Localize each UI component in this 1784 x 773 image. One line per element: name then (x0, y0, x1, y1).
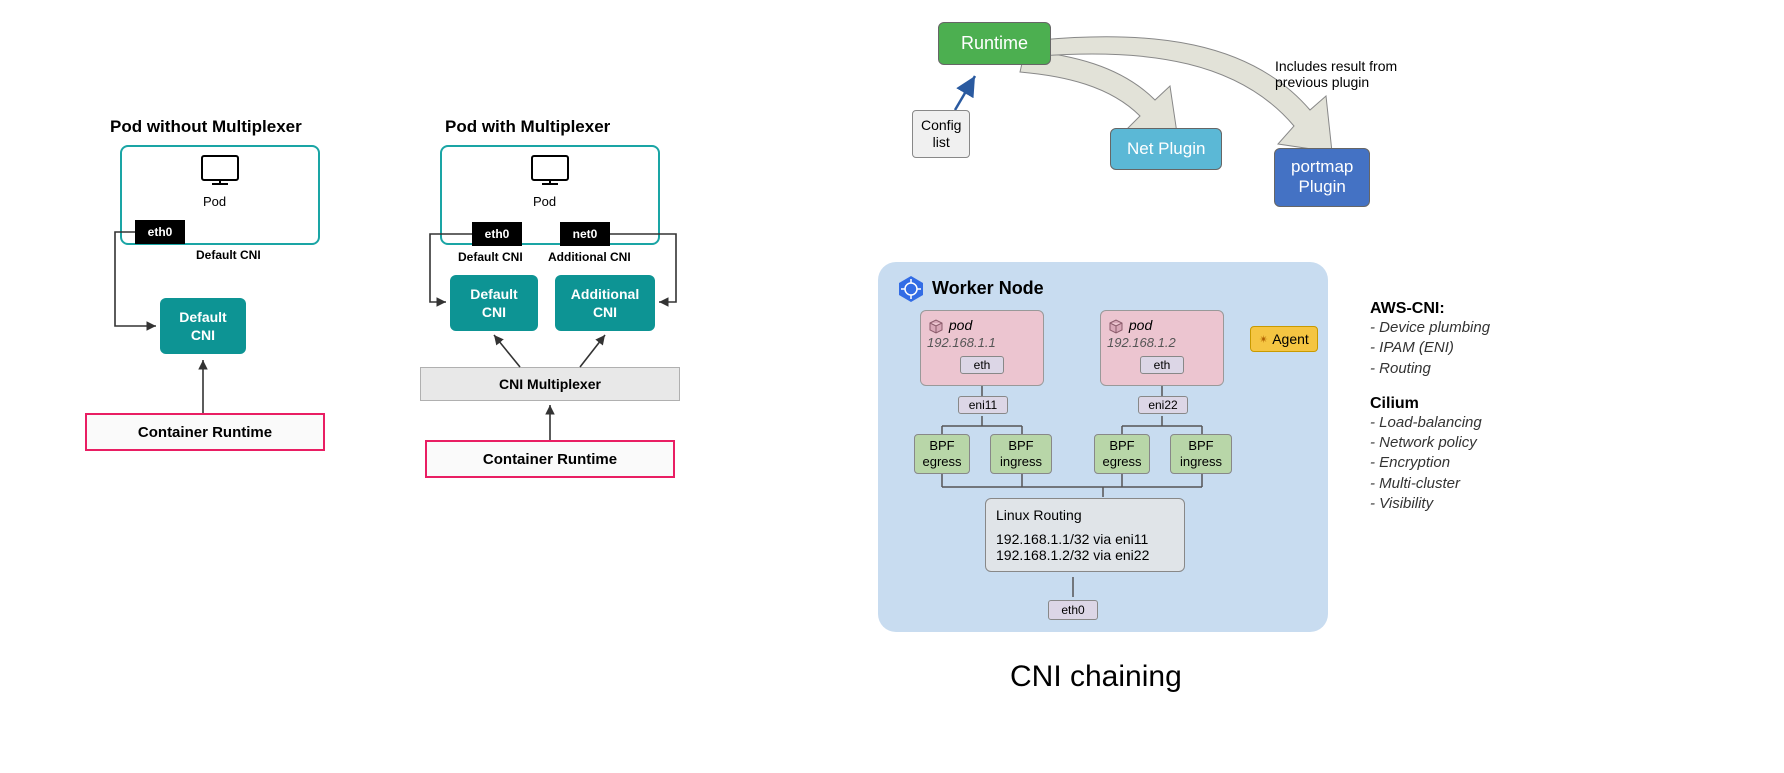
k8s-icon (896, 274, 926, 304)
cube-icon (1107, 317, 1125, 335)
wn-pod-2-label: pod (1129, 317, 1152, 333)
wn-agent-label: Agent (1272, 331, 1309, 347)
title-with-mux: Pod with Multiplexer (445, 117, 610, 137)
wn-agent-box: ✴ Agent (1250, 326, 1318, 352)
rt-runtime-box: Runtime (938, 22, 1051, 65)
cilium-icon: ✴ (1259, 333, 1268, 346)
pod-label-1: Pod (203, 194, 226, 209)
rt-netplugin-box: Net Plugin (1110, 128, 1222, 170)
bottom-label: CNI chaining (1010, 660, 1182, 694)
net0-box: net0 (560, 222, 610, 246)
eth0-box-1: eth0 (135, 220, 185, 244)
wn-bpf-ingress-2: BPF ingress (1170, 434, 1232, 474)
wn-pod-1: pod 192.168.1.1 eth (920, 310, 1044, 386)
monitor-icon (198, 154, 242, 190)
aws-heading: AWS-CNI: (1370, 300, 1490, 318)
cilium-heading: Cilium (1370, 395, 1490, 413)
wn-bpf-egress-2: BPF egress (1094, 434, 1150, 474)
aws-item-2: - Routing (1370, 359, 1490, 379)
default-cni-note-1: Default CNI (196, 248, 261, 262)
title-without-mux: Pod without Multiplexer (110, 117, 302, 137)
wn-bpf-egress-1: BPF egress (914, 434, 970, 474)
wn-eni-1: eni11 (958, 396, 1008, 414)
cilium-item-2: - Encryption (1370, 453, 1490, 473)
wn-pod-2-eth: eth (1140, 356, 1184, 374)
default-cni-block-2: Default CNI (450, 275, 538, 331)
cube-icon (927, 317, 945, 335)
additional-cni-block: Additional CNI (555, 275, 655, 331)
wn-pod-2-ip: 192.168.1.2 (1107, 335, 1217, 350)
default-cni-note-2: Default CNI (458, 250, 523, 264)
eth0-box-2: eth0 (472, 222, 522, 246)
cni-multiplexer-box: CNI Multiplexer (420, 367, 680, 401)
side-lists: AWS-CNI: - Device plumbing - IPAM (ENI) … (1370, 300, 1490, 514)
aws-item-1: - IPAM (ENI) (1370, 338, 1490, 358)
container-runtime-2: Container Runtime (425, 440, 675, 478)
wn-bpf-ingress-1: BPF ingress (990, 434, 1052, 474)
default-cni-block-1: Default CNI (160, 298, 246, 354)
wn-routing-box: Linux Routing 192.168.1.1/32 via eni11 1… (985, 498, 1185, 572)
pod-label-2: Pod (533, 194, 556, 209)
additional-cni-note: Additional CNI (548, 250, 631, 264)
cilium-item-1: - Network policy (1370, 433, 1490, 453)
monitor-icon-2 (528, 154, 572, 190)
cilium-item-3: - Multi-cluster (1370, 474, 1490, 494)
wn-pod-1-eth: eth (960, 356, 1004, 374)
wn-eth0: eth0 (1048, 600, 1098, 620)
wn-eni-2: eni22 (1138, 396, 1188, 414)
cilium-item-4: - Visibility (1370, 494, 1490, 514)
wn-routing-line-1: 192.168.1.1/32 via eni11 (996, 531, 1174, 547)
wn-pod-1-label: pod (949, 317, 972, 333)
wn-routing-line-2: 192.168.1.2/32 via eni22 (996, 547, 1174, 563)
wn-routing-title: Linux Routing (996, 507, 1174, 523)
rt-annotation: Includes result from previous plugin (1275, 58, 1397, 90)
rt-portmap-box: portmap Plugin (1274, 148, 1370, 207)
worker-node-title: Worker Node (932, 278, 1044, 299)
aws-item-0: - Device plumbing (1370, 318, 1490, 338)
rt-config-box: Config list (912, 110, 970, 158)
container-runtime-1: Container Runtime (85, 413, 325, 451)
cilium-item-0: - Load-balancing (1370, 413, 1490, 433)
wn-pod-2: pod 192.168.1.2 eth (1100, 310, 1224, 386)
wn-pod-1-ip: 192.168.1.1 (927, 335, 1037, 350)
